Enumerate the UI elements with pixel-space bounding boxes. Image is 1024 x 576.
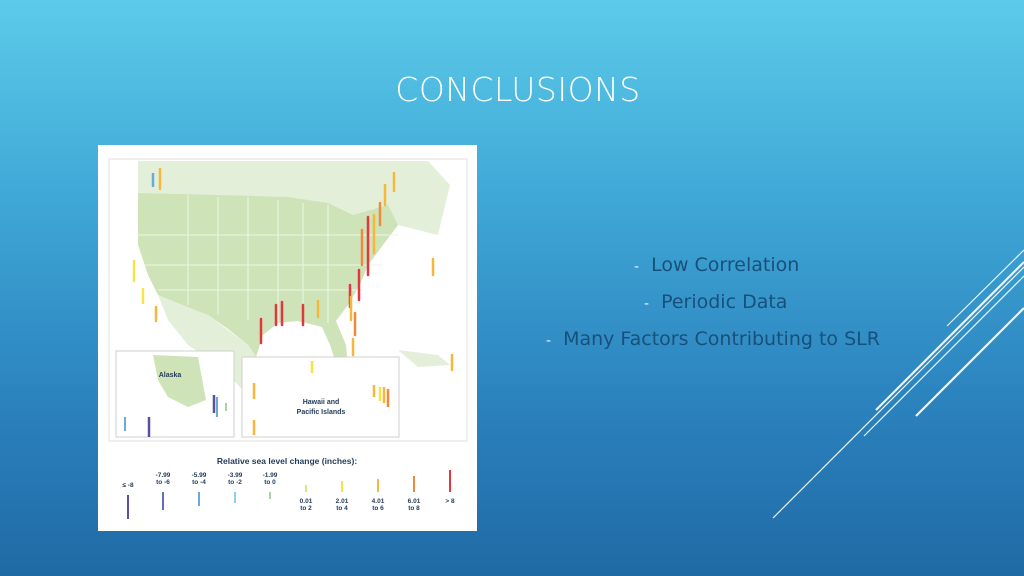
arrow-down-icon — [127, 495, 129, 519]
legend: ≤ -8 -7.99 to -6 -5.99 to -4 -3.99 to -2… — [98, 145, 477, 531]
legend-item: 2.01 to 4 — [330, 481, 354, 512]
sea-level-map-figure: Alaska Hawaii and Pacific Islands Relati… — [98, 145, 477, 531]
legend-item: -3.99 to -2 — [222, 472, 248, 503]
legend-item: 4.01 to 6 — [366, 479, 390, 512]
legend-item: ≤ -8 — [116, 482, 140, 519]
alaska-label: Alaska — [159, 372, 182, 379]
legend-item: 6.01 to 8 — [402, 476, 426, 512]
arrow-up-icon — [377, 479, 379, 492]
us-map-graphic: Alaska Hawaii and Pacific Islands Relati… — [108, 158, 468, 466]
legend-title: Relative sea level change (inches): — [217, 456, 357, 466]
arrow-down-icon — [269, 492, 271, 499]
legend-item: > 8 — [438, 470, 462, 505]
arrow-up-icon — [413, 476, 415, 492]
bullet-item: - Low Correlation — [634, 254, 800, 276]
arrow-up-icon — [341, 481, 343, 492]
arrow-down-icon — [162, 492, 164, 510]
legend-item: -7.99 to -6 — [150, 472, 176, 510]
bullet-item: - Periodic Data — [644, 291, 788, 313]
bullet-item: - Many Factors Contributing to SLR — [546, 328, 880, 350]
arrow-up-icon — [448, 470, 452, 492]
hawaii-label-line2: Pacific Islands — [297, 409, 346, 416]
arrow-down-icon — [234, 492, 236, 503]
legend-item: -5.99 to -4 — [186, 472, 212, 506]
arrow-up-icon — [305, 485, 307, 492]
legend-item: 0.01 to 2 — [294, 485, 318, 512]
hawaii-label-line1: Hawaii and — [303, 399, 340, 406]
arrow-down-icon — [198, 492, 200, 506]
legend-item: -1.99 to 0 — [257, 472, 283, 499]
slide-title: CONCLUSIONS — [395, 70, 641, 109]
